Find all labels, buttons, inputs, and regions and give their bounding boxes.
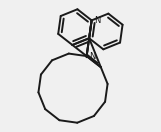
Text: N: N xyxy=(89,52,95,61)
Text: N: N xyxy=(94,16,100,25)
